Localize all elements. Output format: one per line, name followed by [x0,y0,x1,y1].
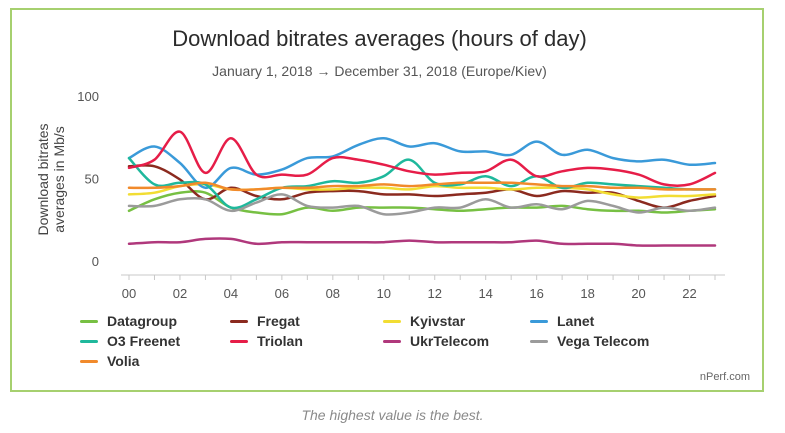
x-tick-label: 22 [682,286,696,301]
x-tick-label: 10 [377,286,391,301]
x-tick-label: 08 [326,286,340,301]
legend-swatch [530,319,548,323]
credit-text: nPerf.com [699,371,750,383]
x-tick-label: 04 [224,286,238,301]
legend-label: UkrTelecom [410,333,490,349]
series-line-vega-telecom [127,193,717,216]
y-axis-title: Download bitratesaverages in Mb/s [35,123,67,235]
legend-item-ukrtelecom[interactable]: UkrTelecom [383,333,489,349]
legend-label: Kyivstar [410,313,466,329]
x-tick-label: 20 [631,286,645,301]
y-tick-label: 0 [92,254,99,269]
legend-item-fregat[interactable]: Fregat [230,313,300,329]
legend-swatch [230,339,248,343]
x-axis: 00 02 04 06 08 10 12 14 16 18 20 22 [121,274,725,301]
legend-label: Fregat [257,313,300,329]
x-tick-label: 00 [122,286,136,301]
legend-item-lanet[interactable]: Lanet [530,313,594,329]
legend-swatch [383,339,401,343]
legend-swatch [230,319,248,323]
series-line-ukrtelecom [127,237,717,247]
legend-swatch [80,319,98,323]
legend-item-volia[interactable]: Volia [80,353,139,369]
x-tick-label: 14 [478,286,492,301]
chart-frame: Download bitrates averages (hours of day… [10,8,764,392]
series-line-volia [127,181,717,192]
legend-item-vega-telecom[interactable]: Vega Telecom [530,333,649,349]
x-tick-label: 12 [428,286,442,301]
series-line-lanet [127,137,717,190]
series-line-triolan [127,130,717,188]
x-tick-label: 16 [529,286,543,301]
legend-label: Volia [107,353,140,369]
legend-label: Vega Telecom [557,333,650,349]
legend-item-triolan[interactable]: Triolan [230,333,303,349]
series-lines [127,130,717,247]
legend-swatch [80,359,98,363]
legend-item-datagroup[interactable]: Datagroup [80,313,177,329]
legend-label: Datagroup [107,313,177,329]
legend-swatch [80,339,98,343]
legend-swatch [530,339,548,343]
x-tick-label: 18 [580,286,594,301]
caption-text: The highest value is the best. [301,407,484,423]
legend-swatch [383,319,401,323]
legend-label: O3 Freenet [107,333,181,349]
legend-item-o3-freenet[interactable]: O3 Freenet [80,333,180,349]
line-chart: Download bitratesaverages in Mb/s 050100… [35,89,725,301]
x-tick-label: 06 [275,286,289,301]
legend-item-kyivstar[interactable]: Kyivstar [383,313,465,329]
y-axis-ticks: 0 50 100 [77,89,99,269]
y-tick-label: 100 [77,89,99,104]
y-tick-label: 50 [85,172,99,187]
legend-label: Lanet [557,313,595,329]
legend-label: Triolan [257,333,303,349]
y-axis-label: Download bitratesaverages in Mb/s [35,123,67,235]
chart-subtitle: January 1, 2018 → December 31, 2018 (Eur… [212,63,547,79]
chart-title: Download bitrates averages (hours of day… [172,26,587,51]
x-tick-label: 02 [173,286,187,301]
series-line-o3-freenet [127,156,717,210]
